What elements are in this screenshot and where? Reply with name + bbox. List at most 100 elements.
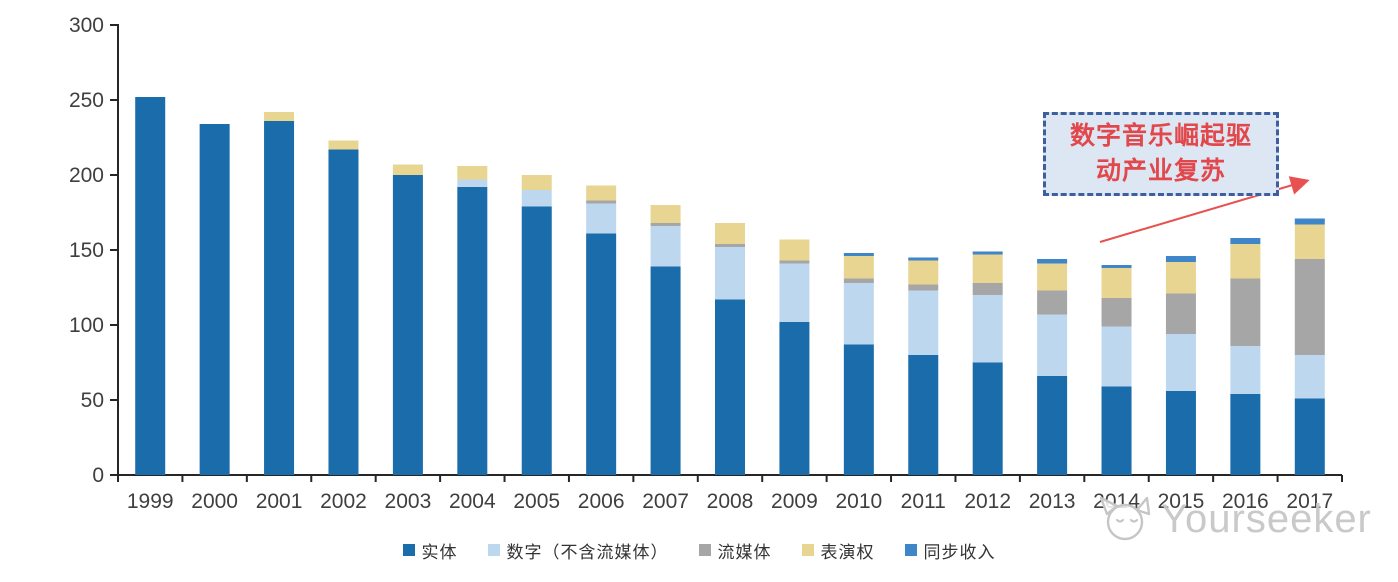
bar-segment-2007 [650, 266, 681, 475]
bar-segment-2017 [1294, 355, 1325, 399]
chart-legend: 实体 数字（不含流媒体） 流媒体 表演权 同步收入 [0, 537, 1398, 563]
x-tick-label: 2003 [385, 490, 432, 513]
bar-segment-2008 [715, 223, 745, 244]
bar-segment-2010 [843, 278, 874, 283]
bar-segment-2016 [1230, 346, 1261, 394]
bar-segment-2014 [1101, 386, 1132, 475]
y-tick-label: 100 [69, 314, 104, 337]
x-tick-label: 2013 [1029, 490, 1076, 513]
legend-swatch-icon [402, 544, 415, 556]
bar-segment-2013 [1037, 290, 1068, 315]
bar-segment-2011 [908, 257, 939, 261]
legend-label: 流媒体 [717, 542, 772, 562]
bar-segment-2013 [1037, 263, 1068, 291]
x-tick-label: 2009 [771, 490, 818, 513]
x-tick-label: 2017 [1286, 490, 1333, 513]
x-tick-label: 2011 [901, 490, 946, 513]
bar-segment-2008 [715, 244, 745, 247]
bar-segment-2011 [908, 355, 939, 475]
bar-segment-2005 [521, 190, 552, 207]
bar-segment-2016 [1230, 278, 1261, 346]
watermark-text: Yourseeker [1161, 496, 1372, 541]
legend-swatch-icon [904, 544, 917, 556]
bar-segment-2013 [1037, 314, 1068, 376]
bar-segment-2005 [521, 175, 552, 190]
x-tick-label: 2012 [964, 490, 1011, 513]
bar-segment-2008 [715, 247, 745, 300]
x-tick-label: 2008 [707, 490, 754, 513]
x-tick-label: 2000 [191, 490, 238, 513]
x-tick-label: 2007 [642, 490, 689, 513]
legend-label: 同步收入 [923, 542, 996, 562]
y-tick-label: 150 [69, 239, 104, 262]
bar-segment-2012 [972, 295, 1003, 363]
bar-segment-2011 [908, 290, 939, 355]
watermark: Yourseeker [1093, 494, 1372, 544]
x-tick-label: 2016 [1222, 490, 1269, 513]
cat-logo-icon [1099, 496, 1151, 541]
bar-segment-2017 [1294, 218, 1325, 225]
y-tick-label: 200 [69, 164, 104, 187]
bar-segment-2007 [650, 223, 681, 226]
bar-segment-2004 [457, 187, 488, 475]
x-tick-label: 1999 [127, 490, 174, 513]
bar-segment-2012 [972, 362, 1003, 475]
y-tick-label: 250 [69, 89, 104, 112]
y-tick-label: 300 [69, 14, 104, 37]
annotation-callout: 数字音乐崛起驱动产业复苏 [1043, 112, 1279, 196]
legend-label: 表演权 [820, 542, 875, 562]
bar-segment-2015 [1165, 262, 1196, 294]
legend-label: 数字（不含流媒体） [506, 542, 669, 562]
bar-segment-1999 [135, 97, 166, 475]
y-tick-label: 0 [92, 464, 104, 487]
legend-swatch-icon [698, 544, 711, 556]
bar-segment-2001 [264, 121, 295, 475]
bar-segment-2014 [1101, 265, 1132, 268]
bar-segment-2005 [521, 206, 552, 475]
annotation-text: 数字音乐崛起驱动产业复苏 [1069, 122, 1252, 185]
bar-segment-2006 [586, 233, 617, 475]
bar-segment-2000 [199, 124, 230, 475]
x-tick-label: 2015 [1158, 490, 1205, 513]
bar-segment-2013 [1037, 376, 1068, 475]
bar-segment-2004 [457, 179, 488, 187]
bar-segment-2009 [779, 239, 810, 261]
bar-segment-2004 [457, 166, 488, 180]
bar-segment-2016 [1230, 238, 1261, 244]
x-tick-label: 2001 [256, 490, 303, 513]
bar-segment-2015 [1165, 391, 1196, 475]
bar-segment-2009 [779, 322, 810, 475]
bar-segment-2017 [1294, 398, 1325, 475]
x-tick-label: 2002 [320, 490, 367, 513]
legend-swatch-icon [487, 544, 500, 556]
bar-segment-2017 [1294, 259, 1325, 355]
bar-segment-2003 [392, 164, 423, 175]
bar-segment-2014 [1101, 298, 1132, 327]
bar-segment-2016 [1230, 244, 1261, 279]
bar-segment-2002 [328, 149, 359, 475]
bar-segment-2009 [779, 260, 810, 264]
bar-segment-2012 [972, 283, 1003, 295]
legend-item: 同步收入 [904, 538, 996, 563]
bar-segment-2008 [715, 299, 745, 475]
bar-segment-2015 [1165, 256, 1196, 262]
bar-segment-2016 [1230, 394, 1261, 475]
bar-segment-2011 [908, 260, 939, 285]
bar-segment-2010 [843, 283, 874, 345]
bar-segment-2009 [779, 263, 810, 322]
legend-item: 表演权 [801, 538, 875, 563]
legend-item: 实体 [402, 538, 458, 563]
bar-segment-2007 [650, 205, 681, 223]
bar-segment-2015 [1165, 293, 1196, 334]
legend-label: 实体 [421, 542, 458, 562]
bar-segment-2006 [586, 200, 617, 204]
y-tick-label: 50 [81, 389, 104, 412]
bar-segment-2006 [586, 203, 617, 234]
legend-item: 数字（不含流媒体） [487, 538, 669, 563]
legend-item: 流媒体 [698, 538, 772, 563]
x-tick-label: 2010 [835, 490, 882, 513]
bar-segment-2001 [264, 112, 295, 121]
bar-segment-2010 [843, 256, 874, 279]
